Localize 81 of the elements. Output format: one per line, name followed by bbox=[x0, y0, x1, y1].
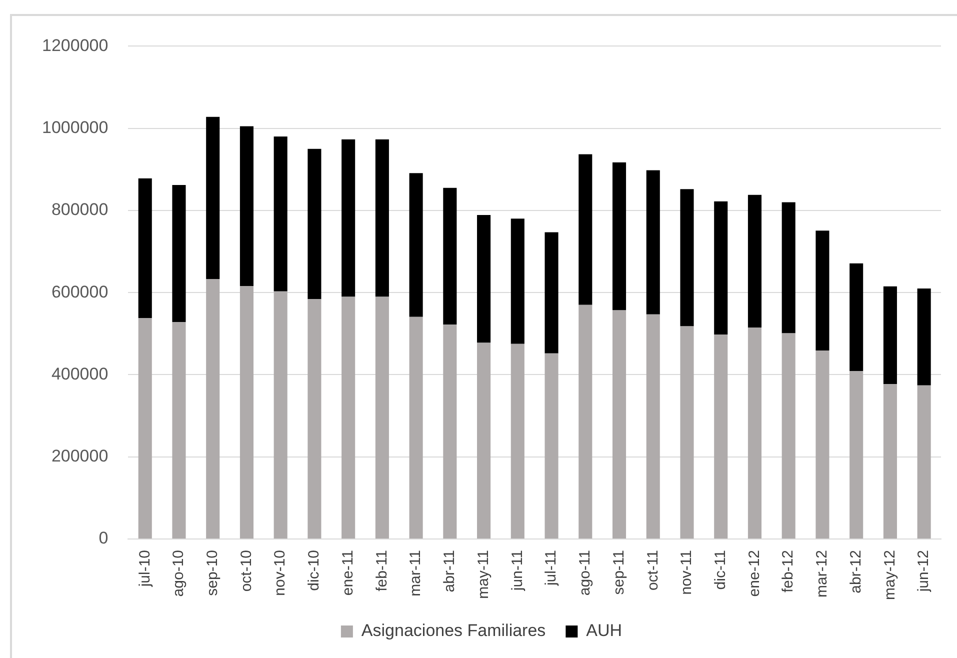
x-tick-label: mar-11 bbox=[407, 550, 424, 596]
x-tick-label: jun-11 bbox=[508, 550, 526, 592]
bar bbox=[477, 214, 491, 343]
x-tick-label: sep-10 bbox=[204, 550, 221, 596]
bar bbox=[578, 154, 592, 305]
x-tick-label: jun-12 bbox=[915, 550, 932, 593]
bar bbox=[612, 162, 626, 310]
bar bbox=[240, 286, 254, 538]
y-tick-label: 1000000 bbox=[42, 118, 108, 138]
bar bbox=[748, 327, 762, 538]
y-tick-label: 0 bbox=[98, 528, 108, 548]
x-tick-label: ene-11 bbox=[339, 550, 356, 596]
bar bbox=[646, 314, 660, 538]
y-tick-label: 800000 bbox=[51, 200, 108, 220]
bar bbox=[883, 384, 897, 538]
bar bbox=[544, 232, 558, 354]
legend-label: AUH bbox=[586, 621, 622, 640]
x-tick-label: abr-11 bbox=[441, 550, 458, 592]
bar bbox=[680, 326, 694, 538]
x-tick-label: may-12 bbox=[881, 550, 898, 600]
bar bbox=[443, 188, 457, 325]
x-tick-label: oct-11 bbox=[644, 550, 662, 591]
bar bbox=[308, 299, 322, 538]
bar bbox=[782, 202, 796, 334]
bar bbox=[646, 170, 660, 314]
x-tick-label: nov-11 bbox=[678, 550, 696, 595]
bar bbox=[206, 279, 220, 538]
bar bbox=[917, 385, 931, 538]
x-tick-label: dic-11 bbox=[712, 550, 729, 590]
bar bbox=[308, 148, 322, 300]
y-tick-label: 1200000 bbox=[42, 36, 108, 55]
bar bbox=[409, 173, 423, 317]
bar bbox=[544, 353, 558, 538]
bar bbox=[714, 201, 728, 334]
x-tick-label: mar-12 bbox=[814, 550, 831, 598]
bar bbox=[342, 139, 356, 297]
x-tick-label: ago-10 bbox=[170, 550, 188, 597]
bar bbox=[477, 342, 491, 538]
y-tick-label: 600000 bbox=[51, 282, 108, 302]
x-tick-label: sep-11 bbox=[610, 550, 628, 595]
x-tick-label: jul-10 bbox=[136, 550, 154, 588]
legend-label: Asignaciones Familiares bbox=[361, 621, 546, 640]
x-tick-label: ago-11 bbox=[576, 550, 594, 596]
bar bbox=[172, 322, 186, 538]
bar bbox=[612, 310, 626, 538]
bar bbox=[816, 350, 830, 538]
bar bbox=[409, 316, 423, 538]
bar bbox=[578, 304, 592, 538]
bar bbox=[274, 136, 288, 292]
bar bbox=[883, 286, 897, 384]
bar bbox=[850, 371, 864, 538]
y-tick-label: 200000 bbox=[51, 446, 108, 466]
bar bbox=[850, 263, 864, 372]
bar bbox=[375, 139, 389, 297]
bar bbox=[206, 116, 220, 280]
bar bbox=[443, 324, 457, 538]
bar bbox=[816, 230, 830, 350]
bar bbox=[138, 318, 152, 538]
bar bbox=[714, 334, 728, 538]
bar bbox=[680, 189, 694, 326]
x-tick-label: nov-10 bbox=[272, 550, 289, 596]
bar bbox=[375, 296, 389, 538]
bar bbox=[748, 194, 762, 328]
x-tick-label: may-11 bbox=[474, 550, 492, 599]
x-tick-label: abr-12 bbox=[847, 550, 864, 594]
y-tick-label: 400000 bbox=[51, 364, 108, 384]
x-tick-label: feb-11 bbox=[373, 550, 390, 592]
bar bbox=[138, 178, 152, 318]
bar bbox=[917, 288, 931, 386]
x-tick-label: jul-11 bbox=[542, 550, 560, 587]
bar bbox=[274, 291, 288, 538]
x-tick-label: dic-10 bbox=[306, 550, 323, 591]
bar bbox=[172, 185, 186, 322]
bar bbox=[342, 296, 356, 538]
bar bbox=[510, 344, 524, 538]
x-tick-label: feb-12 bbox=[780, 550, 797, 593]
bar bbox=[510, 218, 524, 344]
x-tick-label: oct-10 bbox=[238, 550, 255, 592]
bar bbox=[240, 126, 254, 286]
bar bbox=[782, 333, 796, 538]
x-tick-label: ene-12 bbox=[746, 550, 763, 597]
